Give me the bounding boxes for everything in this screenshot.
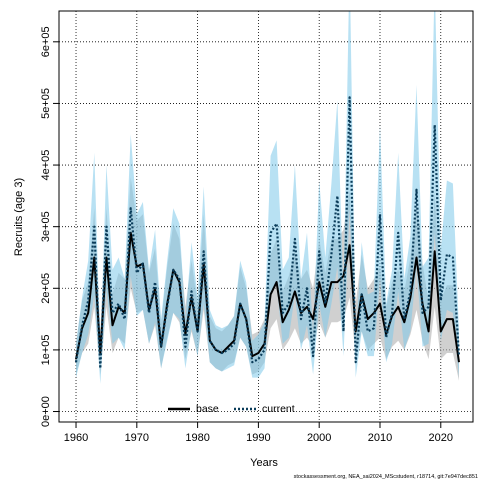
x-tick-label: 2010 [368, 432, 392, 444]
y-tick-label: 1e+05 [40, 334, 52, 365]
x-tick-label: 2020 [429, 432, 453, 444]
y-tick-label: 4e+05 [40, 150, 52, 181]
y-tick-label: 5e+05 [40, 88, 52, 119]
series-lines [74, 96, 461, 370]
x-tick-label: 2000 [307, 432, 331, 444]
legend: base current [168, 403, 295, 415]
y-tick-label: 2e+05 [40, 273, 52, 304]
legend-base-label: base [196, 403, 219, 415]
x-tick-label: 1990 [246, 432, 270, 444]
x-tick-label: 1980 [185, 432, 209, 444]
line-current [74, 96, 461, 370]
y-tick-label: 0e+00 [40, 396, 52, 427]
line-base [75, 231, 460, 363]
axes: 1960 1970 1980 1990 2000 2010 2020 0e+00 1e+05 2e… [40, 26, 453, 444]
y-axis-title: Recruits (age 3) [13, 178, 25, 256]
confidence-bands [76, 11, 459, 384]
plot-frame [58, 10, 474, 423]
y-tick-label: 6e+05 [40, 26, 52, 57]
x-tick-label: 1960 [64, 432, 88, 444]
legend-current-label: current [262, 403, 295, 415]
grid [59, 11, 473, 422]
x-axis-title: Years [250, 457, 278, 469]
footnote: stockassessment.org, NEA_sai2024_MScstud… [294, 474, 478, 480]
band-current [76, 11, 459, 384]
y-tick-label: 3e+05 [40, 211, 52, 242]
x-tick-label: 1970 [125, 432, 149, 444]
